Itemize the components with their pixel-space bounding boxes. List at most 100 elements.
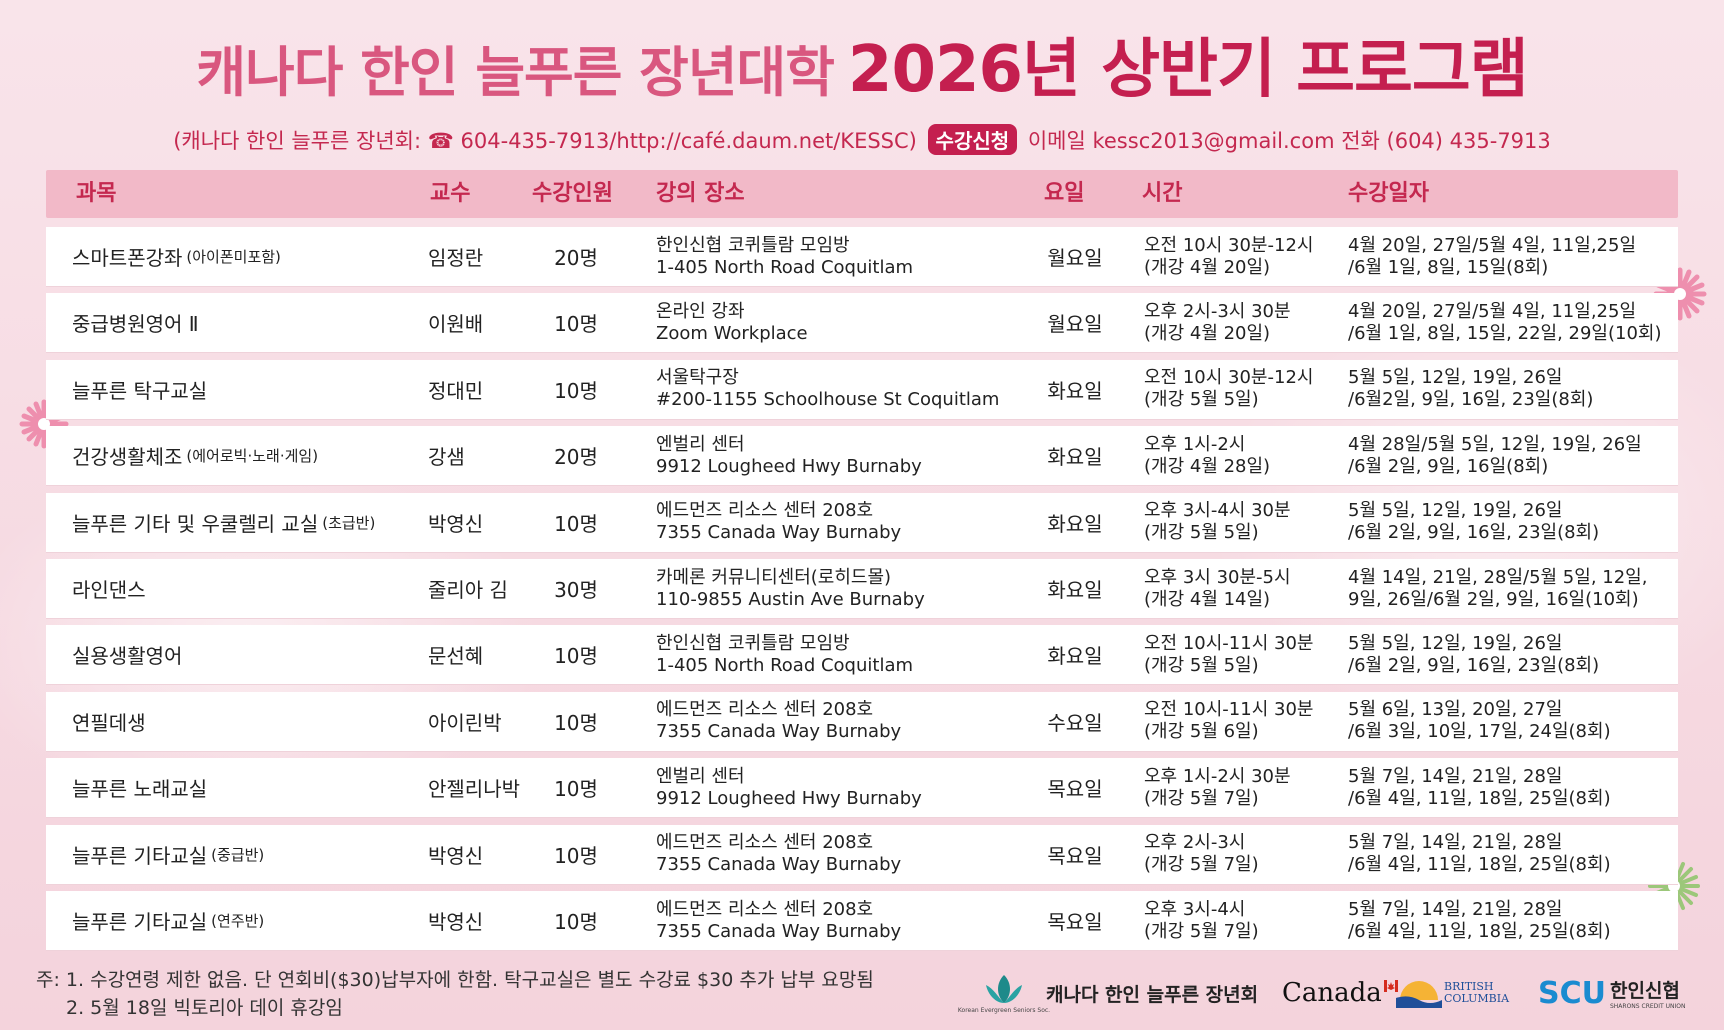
dates-line-1: 5월 6일, 13일, 20일, 27일	[1348, 699, 1563, 721]
table-row: 늘푸른 기타 및 우쿨렐리 교실 (초급반) 박영신 10명 에드먼즈 리소스 센터 2…	[46, 492, 1678, 553]
cell-place: 에드먼즈 리소스 센터 208호 7355 Canada Way Burnaby	[656, 825, 1036, 884]
cell-dates: 5월 5일, 12일, 19일, 26일/6월2일, 9일, 16일, 23일(…	[1348, 360, 1674, 419]
cell-place: 에드먼즈 리소스 센터 208호 7355 Canada Way Burnaby	[656, 493, 1036, 552]
scu-logo: SCU 한인신협 SHARONS CREDIT UNION	[1538, 968, 1685, 1018]
place-line-2: 9912 Lougheed Hwy Burnaby	[656, 787, 922, 809]
cell-time: 오후 1시-2시 (개강 4월 28일)	[1144, 426, 1344, 485]
dates-line-1: 4월 28일/5월 5일, 12일, 19일, 26일	[1348, 433, 1642, 455]
dates-line-2: /6월 1일, 8일, 15일, 22일, 29일(10회)	[1348, 322, 1662, 344]
cell-day: 화요일	[1047, 445, 1103, 470]
dates-line-1: 5월 5일, 12일, 19일, 26일	[1348, 632, 1563, 654]
place-line-2: 7355 Canada Way Burnaby	[656, 854, 902, 876]
cell-time: 오후 3시-4시 (개강 5월 7일)	[1144, 891, 1344, 950]
cell-place: 서울탁구장 #200-1155 Schoolhouse St Coquitlam	[656, 360, 1036, 419]
place-line-2: 7355 Canada Way Burnaby	[656, 522, 902, 544]
cell-time: 오전 10시 30분-12시 (개강 5월 5일)	[1144, 360, 1344, 419]
table-row: 스마트폰강좌 (아이폰미포함) 임정란 20명 한인신협 코퀴틀람 모임방 1-405 N…	[46, 227, 1678, 287]
time-line-2: (개강 4월 20일)	[1144, 256, 1271, 278]
cell-dates: 4월 28일/5월 5일, 12일, 19일, 26일/6월 2일, 9일, 1…	[1348, 426, 1674, 485]
table-row: 늘푸른 기타교실 (중급반) 박영신 10명 에드먼즈 리소스 센터 208호 7355 …	[46, 824, 1678, 885]
subject-label: 늘푸른 기타 및 우쿨렐리 교실	[72, 511, 319, 536]
time-line-1: 오후 2시-3시	[1144, 832, 1246, 854]
cell-time: 오후 2시-3시 30분 (개강 4월 20일)	[1144, 293, 1344, 352]
place-line-1: 온라인 강좌	[656, 300, 745, 322]
cell-capacity: 20명	[554, 246, 598, 270]
note-line-2: 2. 5월 18일 빅토리아 데이 휴강임	[66, 997, 343, 1019]
place-line-1: 에드먼즈 리소스 센터 208호	[656, 898, 874, 920]
page-title: 캐나다 한인 늘푸른 장년대학 2026년 상반기 프로그램	[0, 18, 1724, 110]
cell-place: 카메론 커뮤니티센터(로히드몰) 110-9855 Austin Ave Burn…	[656, 559, 1036, 618]
note-line-1: 주: 1. 수강연령 제한 없음. 단 연회비($30)납부자에 한함. 탁구교…	[36, 969, 874, 991]
canada-wordmark: Canada	[1282, 978, 1382, 1008]
time-line-2: (개강 5월 7일)	[1144, 920, 1259, 942]
time-line-1: 오후 1시-2시	[1144, 433, 1246, 455]
canada-logo: Canada	[1282, 968, 1398, 1018]
time-line-2: (개강 5월 7일)	[1144, 787, 1259, 809]
scu-wordmark: SCU	[1538, 975, 1606, 1011]
place-line-2: 110-9855 Austin Ave Burnaby	[656, 588, 925, 610]
lotus-logo-icon	[986, 974, 1022, 1003]
subject-note: (중급반)	[211, 845, 265, 864]
dates-line-1: 5월 5일, 12일, 19일, 26일	[1348, 500, 1563, 522]
table-row: 늘푸른 노래교실 안젤리나박 10명 엔벌리 센터 9912 Lougheed Hwy …	[46, 758, 1678, 819]
dates-line-1: 5월 7일, 14일, 21일, 28일	[1348, 898, 1563, 920]
dates-line-2: /6월 1일, 8일, 15일(8회)	[1348, 256, 1549, 278]
cell-place: 에드먼즈 리소스 센터 208호 7355 Canada Way Burnaby	[656, 692, 1036, 751]
scu-sub: SHARONS CREDIT UNION	[1609, 1003, 1686, 1010]
time-line-2: (개강 5월 5일)	[1144, 522, 1259, 544]
dates-line-2: /6월 2일, 9일, 16일, 23일(8회)	[1348, 522, 1600, 544]
cell-day: 화요일	[1047, 578, 1103, 602]
place-line-1: 에드먼즈 리소스 센터 208호	[656, 699, 874, 721]
table-row: 라인댄스 줄리아 김 30명 카메론 커뮤니티센터(로히드몰) 110-9855 Aus…	[46, 559, 1678, 619]
time-line-1: 오후 3시-4시	[1144, 898, 1246, 920]
place-line-1: 엔벌리 센터	[656, 433, 745, 455]
maple-flag-icon	[1383, 980, 1398, 992]
cell-capacity: 10명	[554, 378, 598, 403]
header-day: 요일	[1044, 181, 1085, 206]
place-line-1: 카메론 커뮤니티센터(로히드몰)	[656, 566, 892, 588]
header-subject: 과목	[76, 181, 117, 206]
cell-day: 목요일	[1047, 777, 1103, 802]
dates-line-2: /6월2일, 9일, 16일, 23일(8회)	[1348, 389, 1594, 411]
place-line-1: 에드먼즈 리소스 센터 208호	[656, 832, 874, 854]
cell-dates: 5월 7일, 14일, 21일, 28일/6월 4일, 11일, 18일, 25…	[1348, 891, 1674, 950]
cell-time: 오후 3시-4시 30분 (개강 5월 5일)	[1144, 493, 1344, 552]
cell-teacher: 정대민	[428, 378, 484, 403]
header-capacity: 수강인원	[532, 181, 613, 206]
cell-dates: 5월 5일, 12일, 19일, 26일/6월 2일, 9일, 16일, 23일…	[1348, 493, 1674, 552]
table-header: 과목 교수 수강인원 강의 장소 요일 시간 수강일자	[46, 170, 1678, 218]
dates-line-2: /6월 2일, 9일, 16일, 23일(8회)	[1348, 654, 1600, 676]
cell-time: 오전 10시 30분-12시 (개강 4월 20일)	[1144, 227, 1344, 286]
cell-subject: 라인댄스	[72, 559, 422, 618]
cell-time: 오전 10시-11시 30분 (개강 5월 5일)	[1144, 625, 1344, 684]
subject-note: (초급반)	[322, 513, 376, 532]
subject-label: 실용생활영어	[72, 644, 183, 669]
cell-dates: 4월 20일, 27일/5월 4일, 11일,25일/6월 1일, 8일, 15…	[1348, 227, 1674, 286]
cell-teacher: 아이린박	[428, 710, 502, 735]
subject-label: 중급병원영어 Ⅱ	[72, 312, 199, 337]
cell-dates: 5월 6일, 13일, 20일, 27일/6월 3일, 10일, 17일, 24…	[1348, 692, 1674, 751]
dates-line-1: 4월 20일, 27일/5월 4일, 11일,25일	[1348, 234, 1637, 256]
subject-label: 건강생활체조	[72, 445, 183, 470]
bc-line-1: BRITISH	[1444, 980, 1494, 993]
org-name: 캐나다 한인 늘푸른 장년회	[1046, 983, 1259, 1006]
cell-subject: 스마트폰강좌 (아이폰미포함)	[72, 227, 422, 286]
time-line-2: (개강 5월 6일)	[1144, 721, 1259, 743]
title-part1: 캐나다 한인 늘푸른 장년대학	[196, 41, 835, 104]
cell-time: 오후 1시-2시 30분 (개강 5월 7일)	[1144, 758, 1344, 817]
cell-day: 목요일	[1047, 843, 1103, 868]
cell-place: 한인신협 코퀴틀람 모임방 1-405 North Road Coquitlam	[656, 625, 1036, 684]
cell-capacity: 10명	[554, 710, 598, 735]
cell-capacity: 30명	[554, 578, 598, 602]
table-row: 중급병원영어 Ⅱ 이원배 10명 온라인 강좌 Zoom Workplace 월요일 오후 …	[46, 293, 1678, 354]
cell-teacher: 줄리아 김	[428, 578, 508, 602]
place-line-1: 엔벌리 센터	[656, 765, 745, 787]
dates-line-1: 4월 14일, 21일, 28일/5월 5일, 12일,	[1348, 566, 1648, 588]
time-line-2: (개강 4월 14일)	[1144, 588, 1271, 610]
cell-dates: 5월 7일, 14일, 21일, 28일/6월 4일, 11일, 18일, 25…	[1348, 758, 1674, 817]
cell-teacher: 강샘	[428, 445, 465, 470]
header-teacher: 교수	[430, 181, 471, 206]
cell-day: 수요일	[1047, 710, 1103, 735]
dates-line-2: /6월 4일, 11일, 18일, 25일(8회)	[1348, 854, 1611, 876]
place-line-1: 서울탁구장	[656, 367, 739, 389]
